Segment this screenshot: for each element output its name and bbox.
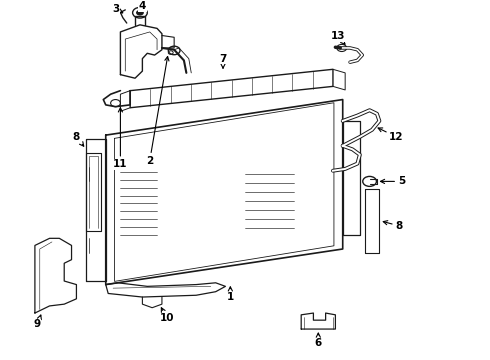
Text: 2: 2 bbox=[146, 57, 169, 166]
Text: 7: 7 bbox=[220, 54, 227, 68]
Text: 10: 10 bbox=[160, 308, 174, 323]
Text: 13: 13 bbox=[331, 31, 345, 44]
Text: 1: 1 bbox=[227, 287, 234, 302]
Text: 8: 8 bbox=[73, 132, 84, 146]
Text: 9: 9 bbox=[34, 315, 41, 329]
Text: 11: 11 bbox=[113, 108, 128, 169]
Text: 4: 4 bbox=[139, 1, 146, 11]
Text: 3: 3 bbox=[112, 4, 123, 14]
Circle shape bbox=[136, 10, 144, 15]
Text: 5: 5 bbox=[380, 176, 405, 186]
Text: 6: 6 bbox=[315, 333, 322, 348]
Text: 8: 8 bbox=[383, 221, 403, 231]
Text: 12: 12 bbox=[378, 128, 404, 142]
